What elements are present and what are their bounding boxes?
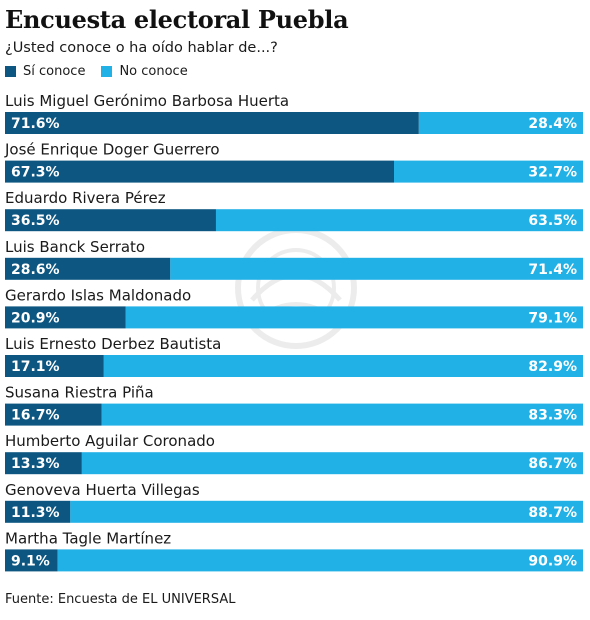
bar-no-conoce (101, 403, 583, 426)
value-label-si-conoce: 13.3% (11, 456, 60, 472)
category-label: Luis Ernesto Derbez Bautista (5, 335, 221, 353)
value-label-no-conoce: 86.7% (528, 456, 577, 472)
value-label-si-conoce: 28.6% (11, 262, 60, 278)
bar-no-conoce (215, 209, 583, 232)
category-label: Genoveva Huerta Villegas (5, 481, 200, 499)
value-label-no-conoce: 71.4% (528, 262, 577, 278)
watermark-emblem-icon (235, 227, 357, 349)
value-label-si-conoce: 20.9% (11, 310, 60, 326)
bar-no-conoce (81, 452, 584, 475)
category-label: José Enrique Doger Guerrero (4, 141, 220, 159)
category-label: Susana Riestra Piña (5, 384, 154, 402)
bar-si-conoce (5, 403, 102, 426)
legend-label-si-conoce: Sí conoce (23, 63, 86, 79)
legend: Sí conoce No conoce (5, 62, 204, 80)
bar-si-conoce (5, 160, 394, 183)
value-label-no-conoce: 90.9% (528, 553, 577, 569)
bar-si-conoce (5, 306, 126, 329)
bar-si-conoce (5, 500, 71, 523)
bar-si-conoce (5, 209, 216, 232)
bar-no-conoce (418, 112, 583, 134)
bar-no-conoce (170, 257, 584, 280)
value-label-no-conoce: 79.1% (528, 310, 577, 326)
category-label: Eduardo Rivera Pérez (5, 189, 166, 207)
value-label-si-conoce: 36.5% (11, 213, 60, 229)
bar-si-conoce (5, 112, 419, 134)
source-note: Fuente: Encuesta de EL UNIVERSAL (5, 592, 236, 607)
category-label: Luis Miguel Gerónimo Barbosa Huerta (5, 92, 289, 110)
chart-title: Encuesta electoral Puebla (5, 5, 349, 34)
legend-swatch-no-conoce (101, 65, 113, 77)
value-label-si-conoce: 67.3% (11, 165, 60, 181)
value-label-si-conoce: 71.6% (11, 116, 60, 132)
value-label-no-conoce: 88.7% (528, 505, 577, 521)
bars-layer: Luis Miguel Gerónimo Barbosa Huerta 71.6%… (4, 92, 584, 572)
bar-no-conoce (103, 355, 583, 377)
value-label-no-conoce: 28.4% (528, 116, 577, 132)
legend-swatch-si-conoce (5, 65, 16, 77)
value-label-si-conoce: 9.1% (11, 553, 50, 569)
bar-no-conoce (57, 549, 583, 572)
legend-item-no-conoce: No conoce (101, 63, 188, 79)
category-label: Gerardo Islas Maldonado (5, 286, 191, 304)
value-label-si-conoce: 17.1% (11, 359, 60, 375)
category-label: Martha Tagle Martínez (5, 529, 171, 547)
value-label-no-conoce: 83.3% (528, 408, 577, 424)
category-label: Luis Banck Serrato (5, 238, 145, 256)
category-label: Humberto Aguilar Coronado (5, 432, 215, 450)
bar-no-conoce (393, 160, 583, 183)
bar-si-conoce (5, 452, 82, 475)
bar-si-conoce (5, 549, 58, 572)
bar-no-conoce (70, 500, 583, 523)
bar-si-conoce (5, 355, 104, 377)
value-label-no-conoce: 32.7% (528, 165, 577, 181)
bar-si-conoce (5, 257, 171, 280)
value-label-si-conoce: 11.3% (11, 505, 60, 521)
chart-subtitle: ¿Usted conoce o ha oído hablar de...? (5, 40, 278, 56)
bar-no-conoce (125, 306, 583, 329)
value-label-no-conoce: 82.9% (528, 359, 577, 375)
legend-item-si-conoce: Sí conoce (5, 64, 85, 79)
legend-label-no-conoce: No conoce (119, 63, 188, 79)
value-label-no-conoce: 63.5% (528, 213, 577, 229)
value-label-si-conoce: 16.7% (11, 408, 60, 424)
